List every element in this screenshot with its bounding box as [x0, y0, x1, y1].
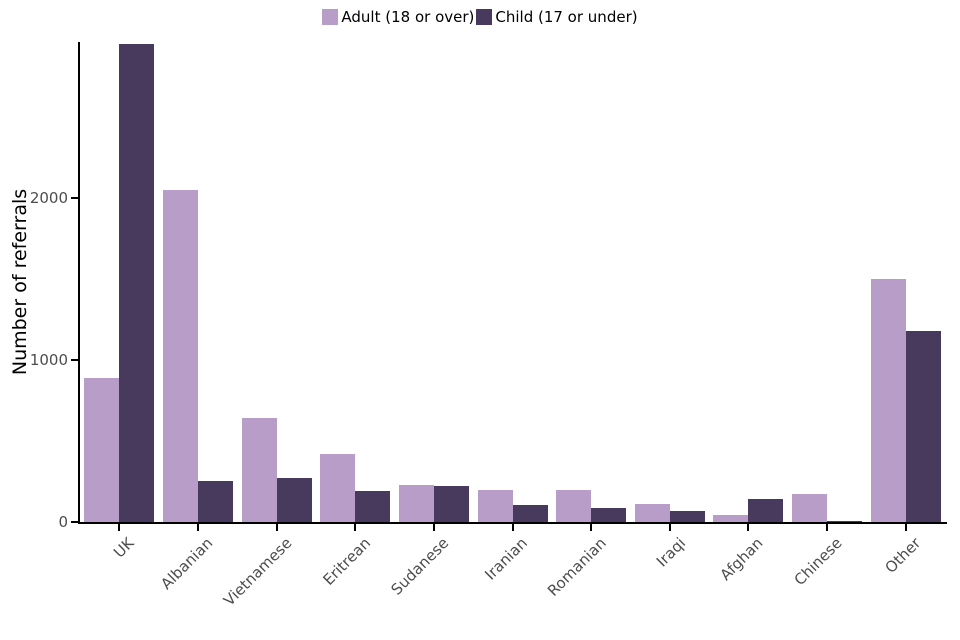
bar-eritrean-adult	[320, 454, 355, 522]
x-axis-tick-label: Afghan	[716, 534, 767, 585]
x-axis-tick-label: Iranian	[481, 534, 531, 584]
y-axis-title: Number of referrals	[9, 188, 31, 376]
x-axis-tick-label: Chinese	[790, 534, 846, 590]
bar-albanian-child	[198, 481, 233, 522]
y-axis-tick-label: 2000	[29, 189, 68, 207]
bar-afghan-child	[748, 499, 783, 522]
child-swatch-icon	[476, 9, 493, 25]
y-axis-tick	[71, 359, 78, 361]
x-axis-line	[78, 522, 947, 524]
bar-chinese-child	[827, 521, 862, 522]
y-axis-tick	[71, 197, 78, 199]
chart-legend: Adult (18 or over) Child (17 or under)	[0, 8, 960, 26]
bar-other-child	[906, 331, 941, 522]
bar-sudanese-child	[434, 486, 469, 522]
x-axis-tick-label: UK	[110, 534, 138, 562]
bar-vietnamese-adult	[242, 418, 277, 522]
bar-other-adult	[871, 279, 906, 522]
y-axis-tick-label: 1000	[29, 351, 68, 369]
x-axis-tick	[905, 524, 907, 531]
y-axis-line	[78, 42, 80, 524]
bar-romanian-adult	[556, 490, 591, 522]
legend-item-child: Child (17 or under)	[476, 8, 638, 26]
x-axis-tick	[512, 524, 514, 531]
bar-uk-adult	[84, 378, 119, 522]
y-axis-tick-label: 0	[58, 513, 68, 531]
bar-vietnamese-child	[277, 478, 312, 522]
y-axis-tick	[71, 521, 78, 523]
x-axis-tick	[354, 524, 356, 531]
bar-eritrean-child	[355, 491, 390, 522]
x-axis-tick-label: Iraqi	[652, 534, 689, 571]
x-axis-tick-label: Eritrean	[318, 534, 374, 589]
bar-albanian-adult	[163, 190, 198, 522]
legend-label-adult: Adult (18 or over)	[341, 8, 475, 26]
bar-romanian-child	[591, 508, 626, 522]
legend-item-adult: Adult (18 or over)	[322, 8, 474, 26]
bar-iraqi-adult	[635, 504, 670, 522]
x-axis-tick	[590, 524, 592, 531]
bar-iranian-adult	[478, 490, 513, 522]
bar-uk-child	[119, 44, 154, 522]
x-axis-tick-label: Sudanese	[388, 534, 453, 599]
bar-sudanese-adult	[399, 485, 434, 522]
x-axis-tick	[747, 524, 749, 531]
x-axis-tick-label: Albanian	[157, 534, 217, 594]
bar-afghan-adult	[713, 515, 748, 522]
x-axis-tick	[197, 524, 199, 531]
x-axis-tick-label: Other	[881, 534, 925, 577]
x-axis-tick	[276, 524, 278, 531]
bar-chinese-adult	[792, 494, 827, 522]
adult-swatch-icon	[322, 9, 339, 25]
x-axis-tick	[433, 524, 435, 531]
x-axis-tick	[669, 524, 671, 531]
x-axis-tick-label: Vietnamese	[220, 534, 296, 610]
bar-iranian-child	[513, 505, 548, 522]
x-axis-tick	[118, 524, 120, 531]
legend-label-child: Child (17 or under)	[495, 8, 638, 26]
plot-area	[80, 42, 945, 522]
x-axis-tick	[826, 524, 828, 531]
x-axis-tick-label: Romanian	[543, 534, 610, 600]
bar-iraqi-child	[670, 511, 705, 522]
